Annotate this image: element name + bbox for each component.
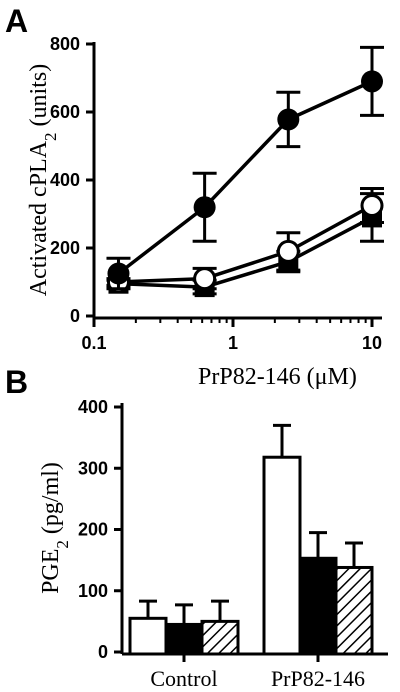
y-tick-label-b: 0 [98,642,108,662]
bar [298,556,338,656]
y-tick-label-a: 0 [70,306,80,326]
series-line [118,203,373,284]
panel-b-label: B [5,364,28,400]
panel-b-plot: PGE2 (pg/ml) 0 100 200 300 400 Control PrP82-1… [38,397,388,691]
data-point [193,267,217,291]
series-line [117,79,373,275]
y-tick-label-b: 100 [78,581,108,601]
y-tick-label-b: 200 [78,520,108,540]
x-tick-label-a: 10 [362,333,382,353]
bar [334,565,374,656]
bar [200,619,240,656]
x-tick-label-a: 0.1 [81,333,106,353]
y-tick-label-a: 800 [50,34,80,54]
data-point [193,196,216,219]
bar [128,616,168,656]
data-point [276,239,300,263]
y-tick-label-b: 400 [78,397,108,417]
y-tick-label-b: 300 [78,458,108,478]
panel-a-label: A [5,3,28,39]
bar [262,455,302,656]
series-line [118,215,373,289]
data-point [360,194,384,217]
y-tick-label-a: 200 [50,238,80,258]
panel-a-y-title: Activated cPLA2 (units) [26,64,60,296]
data-point [277,108,300,131]
panel-a-plot: PrP82-146 (μM) Activated cPLA2 (units) 0… [26,34,384,390]
category-label: Control [150,666,217,691]
panel-b-y-title: PGE2 (pg/ml) [38,462,72,594]
x-tick-label-a: 1 [228,333,238,353]
data-point [107,262,130,285]
y-tick-label-a: 400 [50,170,80,190]
y-tick-label-a: 600 [50,102,80,122]
category-label: PrP82-146 [271,666,365,691]
data-point [361,70,383,93]
panel-a-x-title: PrP82-146 (μM) [198,364,357,390]
bar [164,622,204,656]
